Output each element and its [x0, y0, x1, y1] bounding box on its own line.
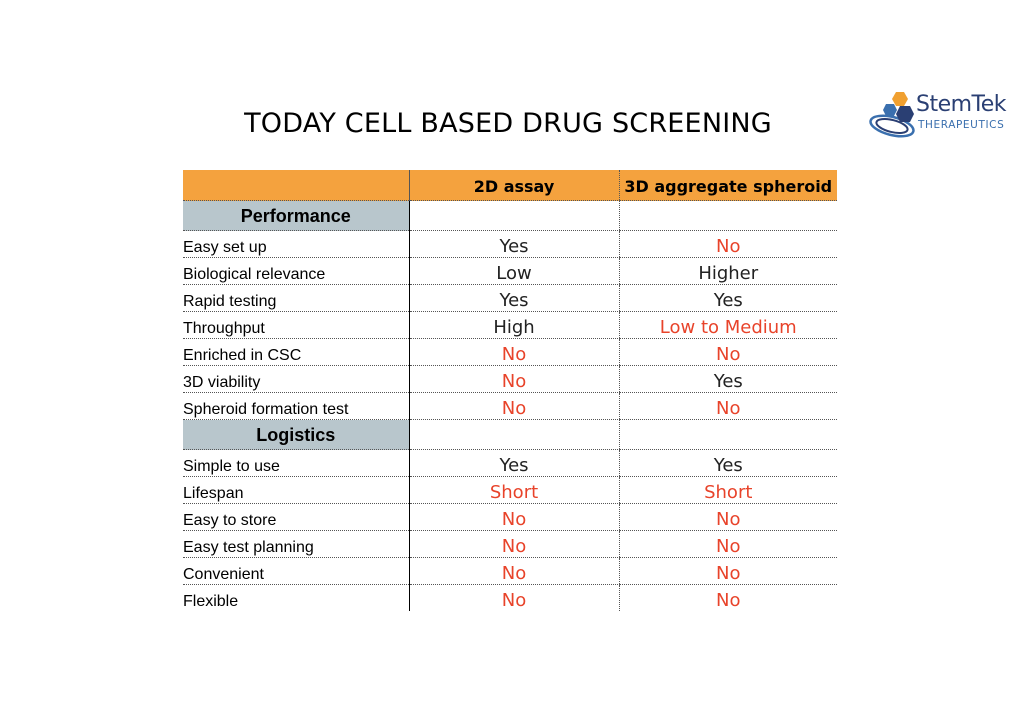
column-header — [183, 170, 410, 201]
cell-3d-spheroid: No — [618, 584, 837, 611]
table-row: Biological relevance Low Higher — [183, 257, 837, 285]
row-label: Biological relevance — [183, 257, 410, 285]
table-row: Simple to use Yes Yes — [183, 449, 837, 477]
cell-3d-spheroid: Yes — [618, 449, 837, 477]
table-row: Easy to store No No — [183, 503, 837, 531]
row-label: Easy set up — [183, 230, 410, 258]
row-label: 3D viability — [183, 365, 410, 393]
cell-2d-assay: No — [501, 590, 527, 611]
cell-3d-spheroid: No — [618, 338, 837, 366]
table-header-row: 2D assay 3D aggregate spheroid — [183, 170, 837, 201]
table-row: Rapid testing Yes Yes — [183, 284, 837, 312]
section-title: Logistics — [183, 419, 410, 450]
page-title: TODAY CELL BASED DRUG SCREENING — [244, 108, 772, 139]
section-row: Performance — [183, 200, 837, 231]
cell-3d-spheroid: No — [618, 503, 837, 531]
cell-2d-assay: Yes — [409, 449, 619, 477]
row-label: Convenient — [183, 557, 410, 585]
cell-2d-assay: Yes — [409, 284, 619, 312]
column-header: 2D assay — [409, 170, 619, 201]
cell-3d-spheroid: Short — [618, 476, 837, 504]
empty-cell — [409, 419, 619, 450]
empty-cell — [618, 419, 837, 450]
cell-2d-assay: Short — [409, 476, 619, 504]
cell-3d-spheroid: Yes — [618, 284, 837, 312]
row-label: Lifespan — [183, 476, 410, 504]
table-row: Convenient No No — [183, 557, 837, 585]
cell-2d-assay: Yes — [409, 230, 619, 258]
cell-2d-assay: No — [409, 365, 619, 393]
cell-2d-assay: No — [409, 392, 619, 420]
table-row: Flexible No No — [183, 584, 837, 611]
cell-2d-assay: No — [409, 530, 619, 558]
cell-3d-spheroid: Low to Medium — [618, 311, 837, 339]
table-row: Easy set up Yes No — [183, 230, 837, 258]
row-label: Enriched in CSC — [183, 338, 410, 366]
cell-3d-spheroid: Yes — [618, 365, 837, 393]
empty-cell — [618, 200, 837, 231]
section-title: Performance — [183, 200, 410, 231]
table-row: Spheroid formation test No No — [183, 392, 837, 420]
table-row: Enriched in CSC No No — [183, 338, 837, 366]
table-row: Easy test planning No No — [183, 530, 837, 558]
comparison-table: 2D assay 3D aggregate spheroid Performance… — [183, 170, 837, 611]
row-label: Rapid testing — [183, 284, 410, 312]
cell-3d-spheroid: No — [618, 557, 837, 585]
section-row: Logistics — [183, 419, 837, 450]
cell-2d-assay: No — [409, 503, 619, 531]
cell-3d-spheroid: No — [618, 530, 837, 558]
row-label: Easy to store — [183, 503, 410, 531]
cell-3d-spheroid: No — [618, 392, 837, 420]
row-label: Spheroid formation test — [183, 392, 410, 420]
table-row: 3D viability No Yes — [183, 365, 837, 393]
row-label: Flexible — [183, 584, 410, 611]
cell-2d-assay: No — [409, 338, 619, 366]
cell-2d-assay: No — [409, 557, 619, 585]
empty-cell — [409, 200, 619, 231]
logo-name: StemTek — [916, 92, 1007, 117]
table-row: Lifespan Short Short — [183, 476, 837, 504]
cell-2d-assay: High — [409, 311, 619, 339]
column-header: 3D aggregate spheroid — [618, 170, 837, 201]
row-label: Easy test planning — [183, 530, 410, 558]
logo-mark-icon — [869, 92, 915, 138]
cell-3d-spheroid: No — [618, 230, 837, 258]
stemtek-logo: StemTek THERAPEUTICS — [868, 86, 1018, 148]
cell-2d-assay: Low — [409, 257, 619, 285]
table-row: Throughput High Low to Medium — [183, 311, 837, 339]
cell-3d-spheroid: Higher — [618, 257, 837, 285]
row-label: Simple to use — [183, 449, 410, 477]
row-label: Throughput — [183, 311, 410, 339]
logo-subtitle: THERAPEUTICS — [918, 119, 1005, 131]
